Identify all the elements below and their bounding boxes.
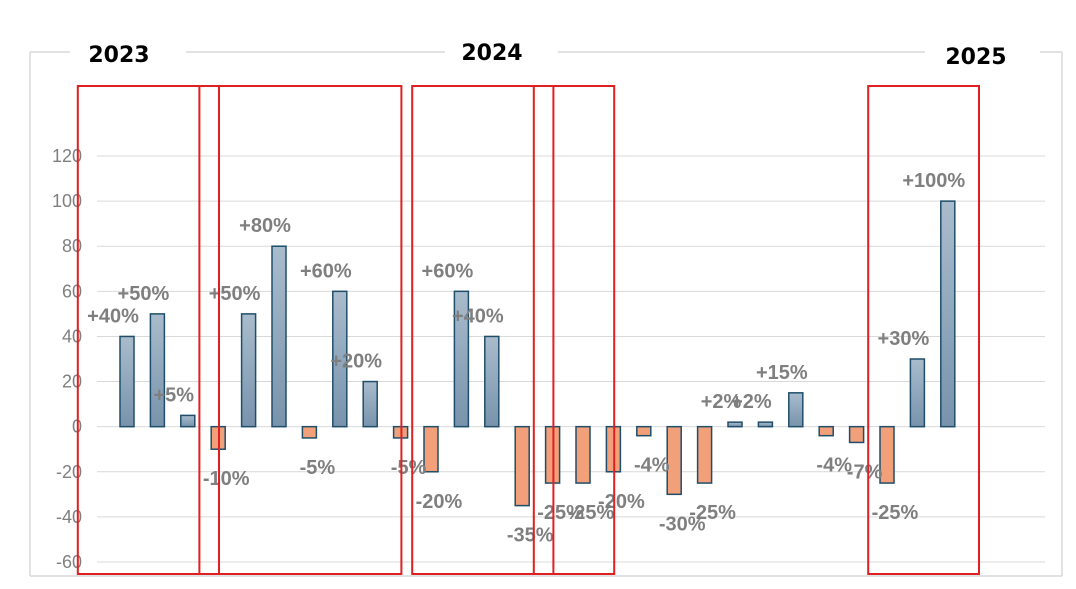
bar [788, 392, 804, 428]
bar [301, 425, 318, 439]
data-label: +30% [878, 328, 930, 350]
y-tick-label: 40 [62, 326, 82, 346]
bar [423, 425, 439, 473]
bar [757, 421, 774, 428]
year-labels: 2023 2024 2025 [88, 41, 1006, 70]
data-label: -4% [816, 455, 852, 477]
y-tick-label: -60 [56, 552, 82, 572]
data-label: -35% [507, 525, 554, 547]
bar [636, 425, 652, 437]
data-label: +60% [300, 260, 352, 282]
data-label: +40% [452, 305, 504, 327]
data-label: -25% [537, 502, 584, 524]
bar [696, 425, 713, 484]
highlight-box [411, 85, 555, 575]
bar [666, 425, 682, 496]
data-label: +60% [422, 260, 474, 282]
data-label: -25% [689, 502, 736, 524]
bar [271, 245, 287, 428]
data-label: +20% [330, 351, 382, 373]
data-label: -30% [659, 513, 706, 535]
bar [240, 313, 257, 428]
data-label: -5% [300, 457, 336, 479]
bar [848, 425, 865, 444]
y-tick-label: 100 [52, 191, 82, 211]
data-label: +2% [701, 391, 742, 413]
data-label: -25% [568, 502, 615, 524]
y-tick-label: 80 [62, 236, 82, 256]
bar [484, 335, 500, 428]
y-tick-label: 120 [52, 146, 82, 166]
bar [149, 313, 166, 428]
data-labels: +40%+50%+5%-10%+50%+80%-5%+60%+20%-5%-20… [87, 170, 965, 546]
y-tick-label: 60 [62, 281, 82, 301]
bar [818, 425, 834, 437]
bar [575, 425, 591, 484]
data-label: +2% [731, 391, 772, 413]
data-label: -4% [634, 455, 670, 477]
bar [332, 290, 348, 428]
bar [909, 358, 926, 428]
bar [727, 421, 743, 428]
data-label: +40% [87, 305, 139, 327]
highlight-boxes [76, 85, 981, 575]
highlight-box [198, 85, 403, 575]
data-label: +50% [118, 283, 170, 305]
bar [514, 425, 530, 507]
data-label: +5% [154, 384, 195, 406]
bar [940, 200, 956, 428]
bar [119, 335, 135, 428]
data-label: -7% [847, 461, 883, 483]
y-tick-label: 20 [62, 372, 82, 392]
highlight-box [867, 85, 981, 575]
data-label: -20% [416, 491, 463, 513]
data-label: -20% [598, 491, 645, 513]
bars [119, 200, 956, 507]
y-tick-label: -20 [56, 462, 82, 482]
year-label-2024: 2024 [461, 41, 522, 66]
highlight-box [532, 85, 616, 575]
bar [180, 414, 196, 428]
bar [362, 380, 378, 428]
year-label-2025: 2025 [945, 45, 1006, 70]
data-label: -10% [203, 468, 250, 490]
data-label: -5% [391, 457, 427, 479]
data-label: -25% [872, 502, 919, 524]
data-label: +80% [239, 215, 291, 237]
y-tick-label: -40 [56, 507, 82, 527]
chart-frame [29, 51, 1063, 577]
data-label: +100% [902, 170, 965, 192]
bar [453, 290, 470, 428]
bar [879, 425, 895, 484]
year-label-2023: 2023 [88, 43, 149, 68]
highlight-box [76, 85, 220, 575]
data-label: +50% [209, 283, 261, 305]
data-label: +15% [756, 362, 808, 384]
